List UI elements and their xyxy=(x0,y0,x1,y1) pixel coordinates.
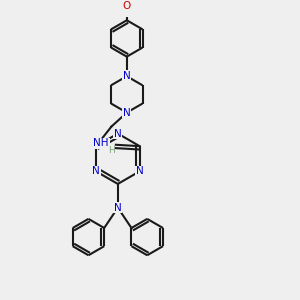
Text: O: O xyxy=(123,1,131,11)
Text: N: N xyxy=(123,108,131,118)
Text: N: N xyxy=(136,166,143,176)
Text: N: N xyxy=(92,166,100,176)
Text: H: H xyxy=(108,146,115,155)
Text: N: N xyxy=(123,71,131,81)
Text: N: N xyxy=(114,129,122,139)
Text: NH: NH xyxy=(93,138,109,148)
Text: N: N xyxy=(114,203,122,213)
